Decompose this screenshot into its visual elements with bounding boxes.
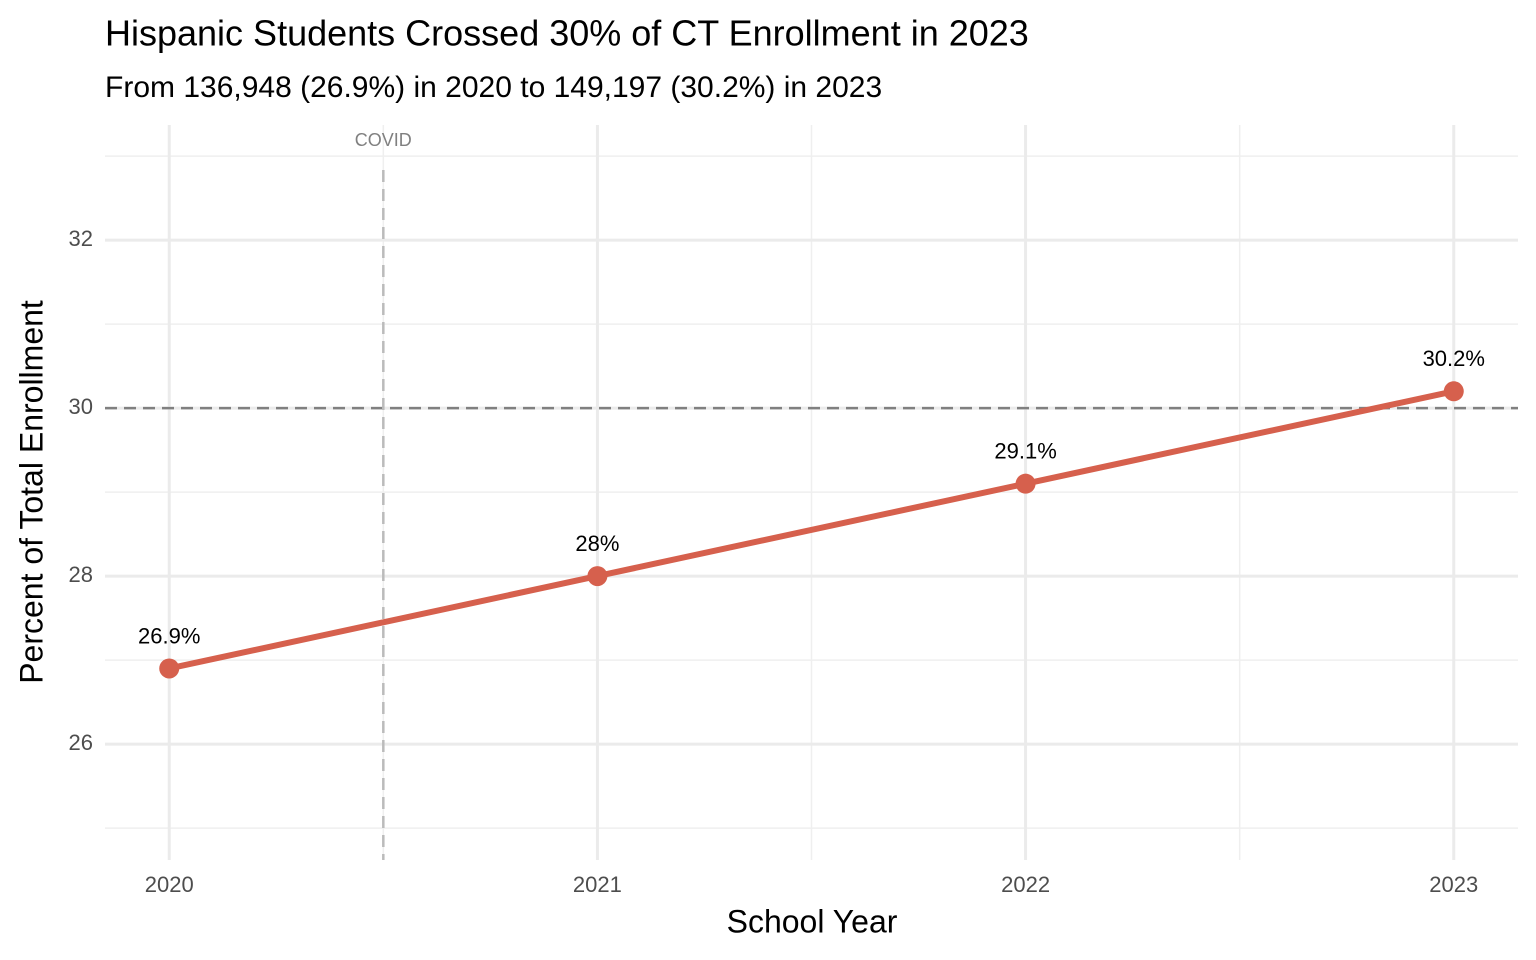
x-axis-title: School Year xyxy=(727,903,898,939)
point xyxy=(1015,473,1036,494)
y-tick-label: 32 xyxy=(69,226,93,251)
x-tick-label: 2021 xyxy=(573,872,622,897)
y-tick-label: 26 xyxy=(69,730,93,755)
point xyxy=(587,566,608,587)
x-tick-label: 2022 xyxy=(1001,872,1050,897)
data-label: 29.1% xyxy=(994,438,1056,463)
x-tick-label: 2020 xyxy=(145,872,194,897)
x-tick-label: 2023 xyxy=(1429,872,1478,897)
data-label: 30.2% xyxy=(1423,346,1485,371)
data-label: 28% xyxy=(575,531,619,556)
y-axis-title: Percent of Total Enrollment xyxy=(13,300,49,684)
line xyxy=(168,388,1455,672)
y-tick-label: 30 xyxy=(69,394,93,419)
chart-subtitle: From 136,948 (26.9%) in 2020 to 149,197 … xyxy=(105,71,882,104)
annotation: COVID xyxy=(355,130,412,150)
y-tick-label: 28 xyxy=(69,562,93,587)
point xyxy=(1443,381,1464,402)
chart-title: Hispanic Students Crossed 30% of CT Enro… xyxy=(105,13,1029,54)
point xyxy=(159,658,180,679)
data-label: 26.9% xyxy=(138,623,200,648)
